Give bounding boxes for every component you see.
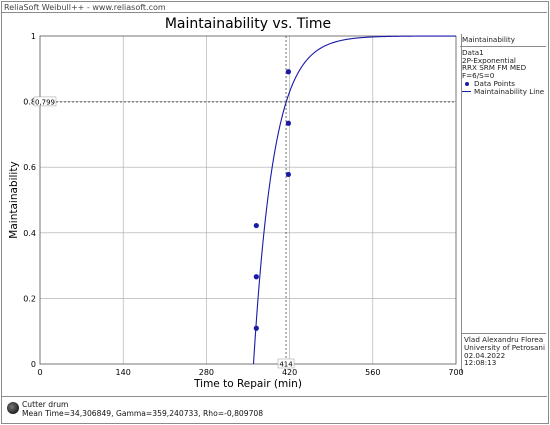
legend-line: F=6/S=0 xyxy=(462,71,495,81)
legend-divider xyxy=(461,34,462,373)
data-point xyxy=(285,69,292,75)
app-header: ReliaSoft Weibull++ - www.reliasoft.com xyxy=(4,3,166,12)
legend-line-label: Maintainability Line xyxy=(474,86,545,96)
y-tick-label: 0.2 xyxy=(23,294,36,303)
author-date: 02.04.2022 xyxy=(464,350,506,360)
data-point xyxy=(253,274,259,280)
author-name: Vlad Alexandru Florea xyxy=(464,335,544,344)
legend-item-points: Data Points xyxy=(462,80,546,88)
legend-line: 2P-Exponential xyxy=(462,55,516,65)
marker-y-box xyxy=(33,96,57,107)
marker-x-label: 414 xyxy=(279,361,293,369)
legend-line-icon xyxy=(462,91,471,93)
x-tick-label: 560 xyxy=(365,368,380,377)
footer-params: Mean Time=34,306849, Gamma=359,240733, R… xyxy=(22,409,264,418)
footer-divider xyxy=(1,396,547,397)
data-point xyxy=(285,120,292,126)
y-tick-label: 0.8 xyxy=(23,98,36,107)
data-point xyxy=(253,222,259,229)
y-tick-label: 0.4 xyxy=(23,229,36,238)
legend-title-divider xyxy=(460,45,546,47)
x-axis-label: Time to Repair (min) xyxy=(194,378,302,390)
x-tick-label: 420 xyxy=(282,368,297,377)
legend-line: Data1 xyxy=(462,47,484,57)
legend-line: RRX SRM FM MED xyxy=(462,63,527,73)
legend-point-icon xyxy=(465,81,469,86)
author-divider xyxy=(462,333,546,334)
plot-border xyxy=(39,35,457,365)
legend-points-label: Data Points xyxy=(474,78,516,88)
y-tick-label: 1 xyxy=(31,32,36,41)
legend: Maintainability Data1 2P-Exponential RRX… xyxy=(460,35,546,96)
author-time: 12:08:13 xyxy=(464,358,497,368)
data-point xyxy=(253,325,259,331)
marker-x-box xyxy=(277,358,295,369)
maintainability-line xyxy=(252,35,456,365)
legend-title: Maintainability xyxy=(462,35,515,44)
header-divider xyxy=(1,12,547,13)
cutter-drum-icon xyxy=(7,402,19,414)
author-info: Vlad Alexandru Florea University of Petr… xyxy=(464,336,548,367)
x-tick-label: 140 xyxy=(116,368,131,377)
data-point xyxy=(285,171,292,178)
marker-y-label: 0,799 xyxy=(35,98,55,106)
x-tick-label: 0 xyxy=(37,368,42,377)
y-tick-label: 0.6 xyxy=(23,163,36,172)
footer-name: Cutter drum xyxy=(22,400,69,409)
author-org: University of Petrosani xyxy=(464,342,545,352)
x-tick-label: 280 xyxy=(199,368,214,377)
legend-item-line: Maintainability Line xyxy=(462,86,546,96)
x-tick-label: 700 xyxy=(448,368,463,377)
y-tick-label: 0 xyxy=(31,360,36,369)
chart-title: Maintainability vs. Time xyxy=(164,16,332,32)
